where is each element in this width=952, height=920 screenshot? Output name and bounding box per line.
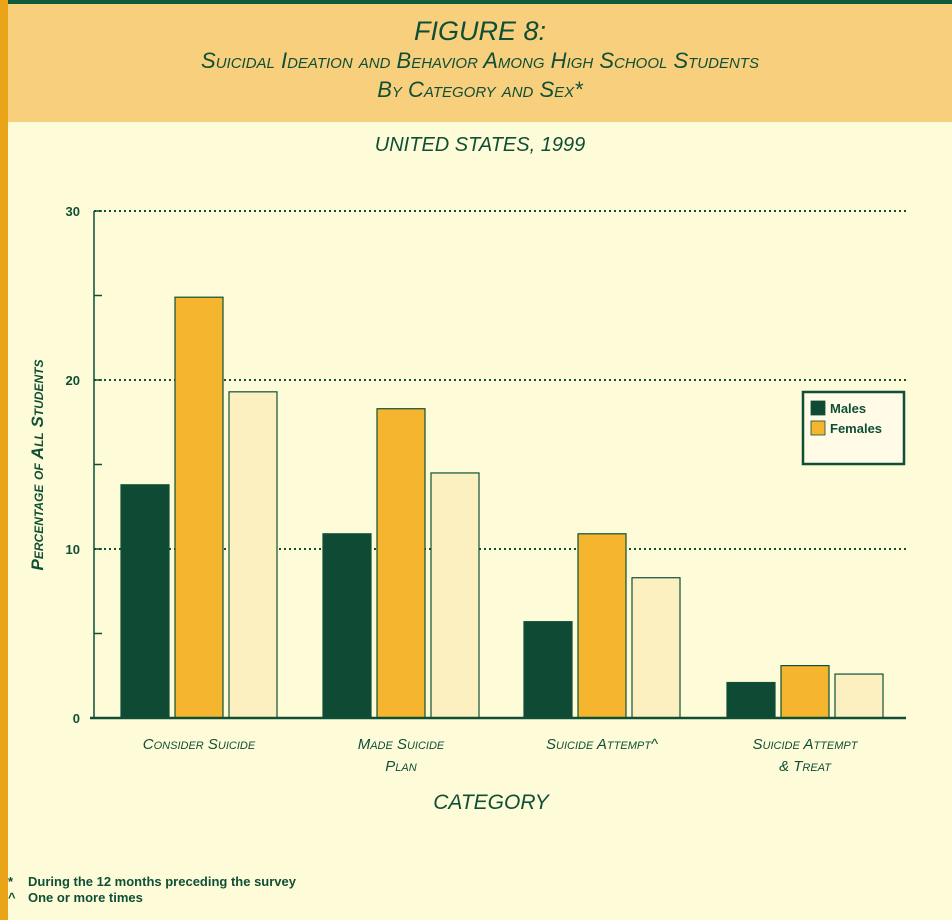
footnote-1: * During the 12 months preceding the surv…: [8, 874, 296, 889]
bar-total: [430, 472, 480, 719]
figure-region-year: UNITED STATES, 1999: [374, 134, 586, 156]
x-category-label: Plan: [385, 758, 416, 775]
legend-label: Males: [830, 401, 866, 416]
bar-males: [120, 484, 170, 719]
footnote-text: One or more times: [28, 890, 143, 905]
x-category-label: Consider Suicide: [143, 736, 256, 753]
bar-females: [174, 296, 224, 719]
legend: Males Females: [801, 390, 906, 466]
x-category-label: Made Suicide: [358, 736, 445, 753]
footnote-text: During the 12 months preceding the surve…: [28, 874, 296, 889]
y-tick-label: 0: [73, 711, 80, 726]
x-axis-title: CATEGORY: [433, 791, 551, 814]
legend-swatch: [810, 420, 826, 436]
y-tick-label: 10: [66, 542, 80, 557]
figure-subtitle-line1: Suicidal Ideation and Behavior Among Hig…: [201, 48, 759, 73]
footnote-2: ^ One or more times: [8, 890, 143, 905]
y-tick-label: 30: [66, 204, 80, 219]
bar-females: [780, 665, 830, 719]
bar-females: [376, 408, 426, 719]
figure-subtitle-line2: By Category and Sex*: [377, 77, 583, 102]
bar-chart: 0 10 20 30 Percentage of All Students Conside…: [28, 204, 906, 814]
figure-header: FIGURE 8: Suicidal Ideation and Behavior…: [8, 4, 952, 122]
bar-total: [834, 673, 884, 719]
legend-swatch: [810, 400, 826, 416]
y-tick-label: 20: [66, 373, 80, 388]
x-category-label: Suicide Attempt: [753, 736, 859, 753]
x-category-label: & Treat: [779, 758, 832, 775]
bar-males: [523, 621, 573, 719]
bar-males: [322, 533, 372, 719]
y-axis-title: Percentage of All Students: [28, 360, 47, 571]
top-rule: [8, 0, 952, 4]
bar-total: [631, 577, 681, 719]
legend-label: Females: [830, 421, 882, 436]
bar-total: [228, 391, 278, 719]
bar-females: [577, 533, 627, 719]
x-category-label: Suicide Attempt^: [546, 736, 659, 753]
footnote-symbol: ^: [8, 890, 16, 905]
bar-males: [726, 681, 776, 719]
footnote-symbol: *: [8, 874, 14, 889]
figure-title: FIGURE 8:: [413, 16, 547, 46]
figure-frame: FIGURE 8: Suicidal Ideation and Behavior…: [8, 0, 952, 920]
